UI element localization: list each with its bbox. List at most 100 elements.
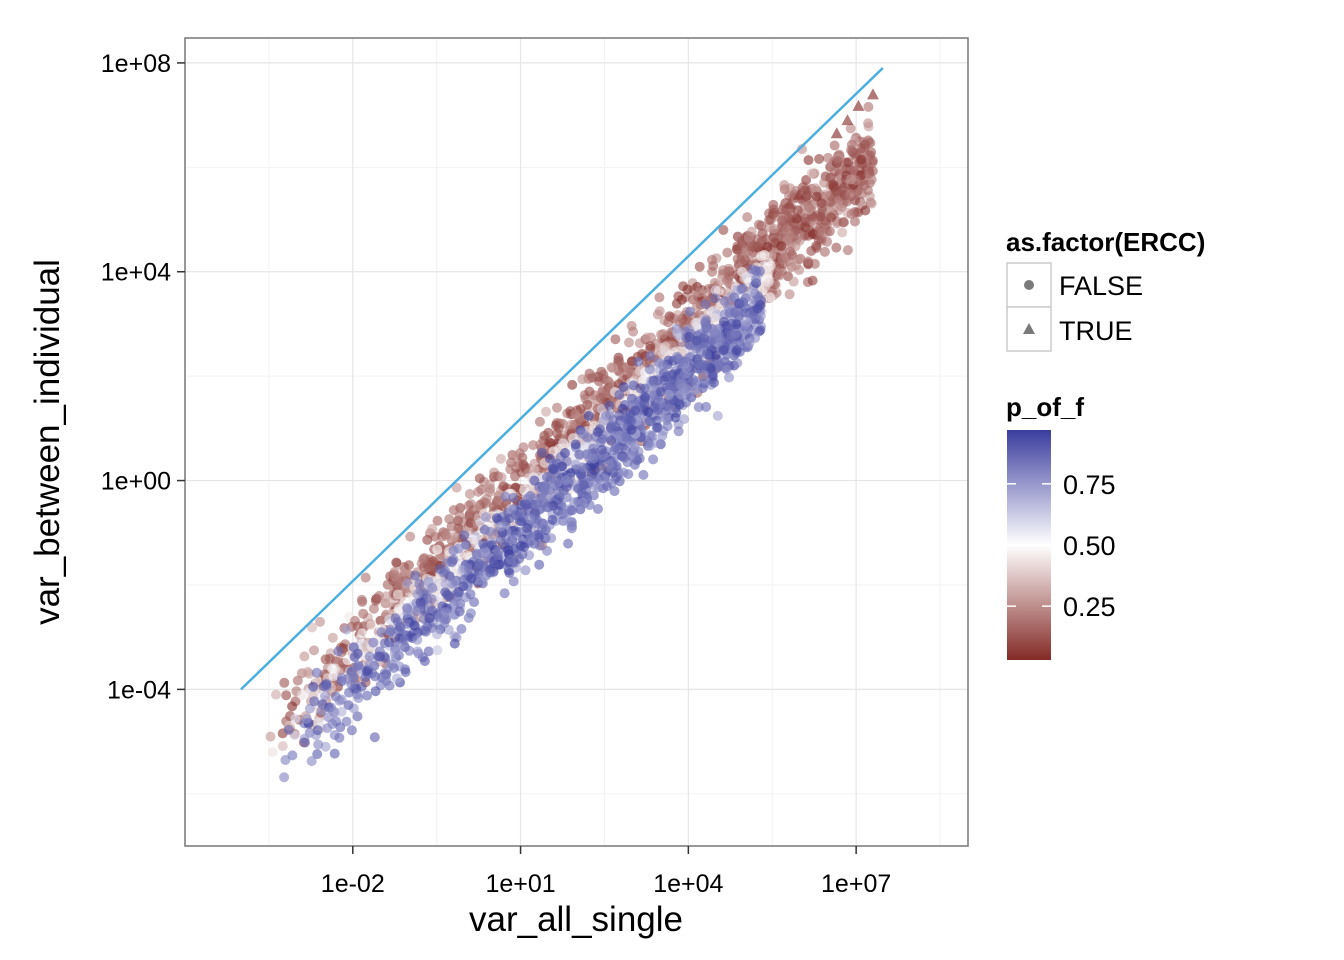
data-point	[807, 275, 818, 286]
data-point	[663, 317, 674, 328]
data-point	[418, 554, 429, 565]
data-point	[644, 364, 655, 375]
data-point	[815, 211, 826, 222]
data-point	[721, 364, 732, 375]
data-point	[522, 523, 532, 533]
data-point	[520, 565, 531, 576]
data-point	[459, 530, 470, 541]
data-point	[567, 379, 578, 390]
data-point	[463, 500, 474, 511]
data-point	[838, 217, 849, 228]
data-point	[271, 689, 281, 700]
x-tick-label: 1e+01	[485, 870, 555, 898]
data-point	[382, 579, 393, 590]
data-point	[688, 374, 699, 385]
data-point	[389, 648, 400, 659]
data-point	[569, 497, 580, 508]
data-point	[843, 157, 854, 168]
data-point	[842, 196, 853, 207]
data-point	[820, 189, 830, 200]
data-point	[667, 369, 678, 380]
data-point	[614, 476, 625, 487]
data-point	[480, 512, 491, 523]
data-point	[759, 249, 770, 260]
data-point	[811, 191, 822, 202]
data-point	[307, 622, 317, 633]
data-point	[448, 554, 459, 565]
data-point	[374, 591, 384, 601]
data-point	[709, 377, 719, 388]
x-axis-title: var_all_single	[469, 900, 683, 939]
data-point	[521, 500, 532, 511]
data-point	[481, 493, 492, 504]
data-point	[850, 216, 860, 227]
data-point	[495, 453, 506, 464]
data-point	[809, 258, 820, 269]
data-point	[693, 402, 704, 413]
data-point	[404, 645, 415, 656]
data-point	[845, 123, 856, 134]
data-point	[768, 223, 779, 234]
data-point	[662, 421, 673, 432]
data-point-triangle	[852, 99, 865, 111]
data-point	[410, 570, 421, 581]
data-point	[800, 222, 811, 232]
data-point	[731, 319, 742, 330]
data-point	[764, 214, 775, 225]
data-point	[505, 555, 516, 565]
data-point	[508, 492, 519, 503]
data-point	[866, 147, 877, 158]
data-point	[698, 333, 709, 344]
data-point	[737, 283, 748, 294]
data-point	[504, 567, 515, 578]
data-point	[309, 645, 319, 656]
colorbar-tick-label: 0.50	[1063, 531, 1116, 561]
data-point	[651, 422, 662, 433]
data-point	[746, 286, 757, 297]
data-point	[657, 360, 668, 371]
data-point	[718, 316, 729, 327]
data-point	[519, 542, 530, 552]
data-point	[302, 666, 313, 677]
data-point	[503, 545, 514, 556]
data-point	[474, 473, 485, 484]
data-point	[541, 406, 551, 417]
data-point	[348, 642, 359, 653]
data-point	[602, 481, 612, 492]
x-tick-label: 1e+07	[821, 870, 891, 898]
data-point	[722, 247, 733, 258]
data-point	[730, 328, 741, 339]
data-point	[311, 667, 322, 678]
data-point	[867, 166, 878, 176]
data-point	[534, 540, 545, 551]
data-point	[552, 402, 562, 413]
x-axis: 1e-02 1e+01 1e+04 1e+07	[321, 846, 891, 898]
data-point	[446, 521, 457, 532]
data-point	[306, 756, 317, 767]
plot-panel-border	[184, 37, 969, 847]
data-point-triangle	[792, 188, 805, 200]
data-point	[822, 236, 833, 247]
y-tick-label: 1e+04	[101, 259, 171, 287]
x-tick-label: 1e+04	[653, 870, 723, 898]
y-tick-label: 1e-04	[107, 676, 171, 704]
data-point	[472, 550, 482, 561]
data-point-triangle	[866, 88, 879, 100]
data-point	[719, 309, 730, 320]
data-point	[856, 154, 867, 165]
data-point	[341, 674, 352, 685]
data-point	[366, 620, 377, 631]
data-point	[290, 713, 301, 724]
data-point	[777, 211, 788, 222]
data-point	[313, 717, 324, 728]
data-point	[829, 140, 840, 151]
data-point	[610, 334, 621, 345]
data-point	[511, 531, 522, 541]
data-point	[832, 156, 843, 167]
data-point	[563, 538, 574, 549]
data-point	[648, 454, 659, 465]
data-point	[785, 246, 796, 257]
data-point	[392, 589, 403, 600]
data-point	[633, 356, 644, 367]
